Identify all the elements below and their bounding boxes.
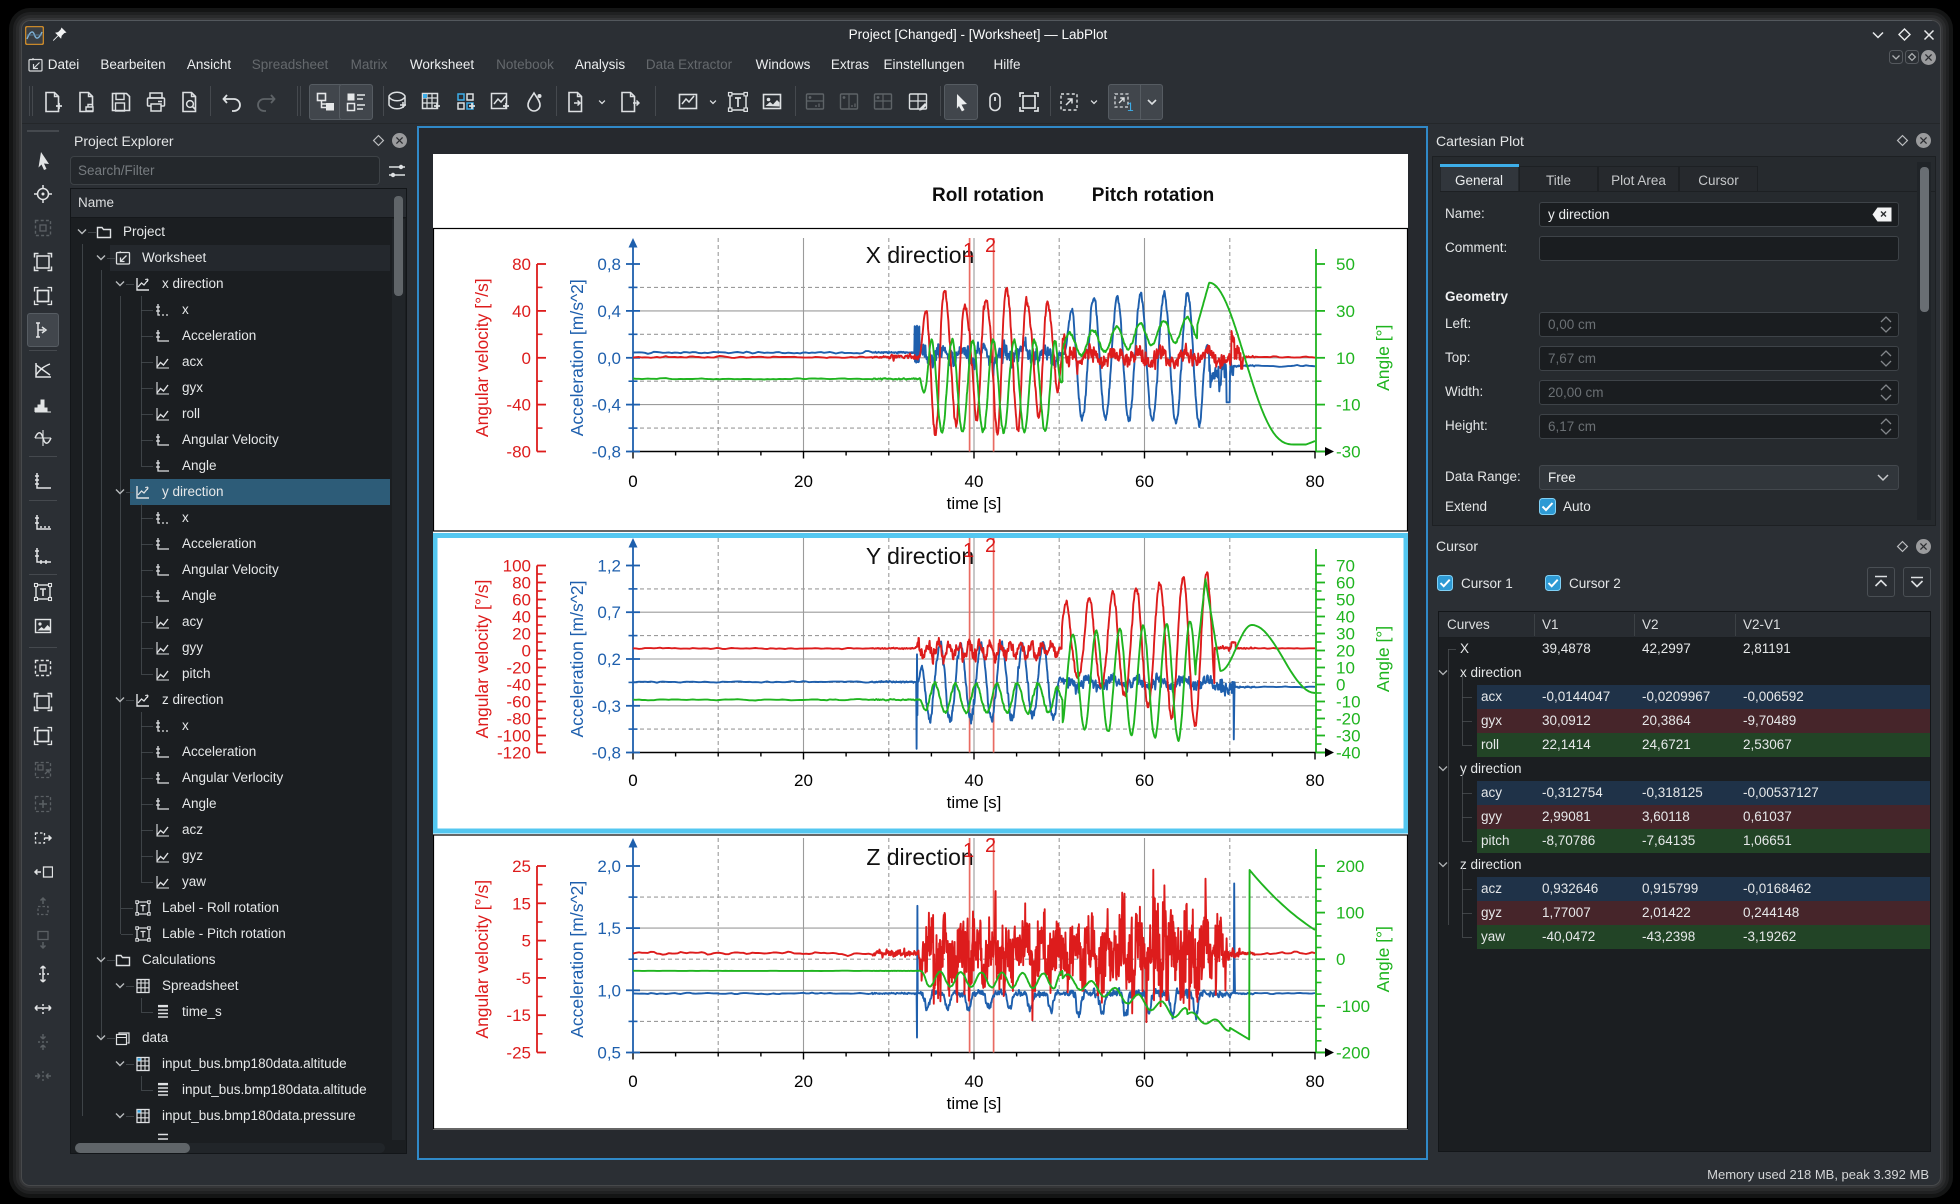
svg-text:60: 60 (1135, 771, 1154, 790)
svg-text:0,8: 0,8 (597, 255, 621, 274)
svg-text:0: 0 (628, 1072, 637, 1091)
svg-text:0: 0 (628, 771, 637, 790)
svg-text:0,7: 0,7 (597, 603, 621, 622)
svg-text:-80: -80 (506, 710, 531, 729)
svg-text:time [s]: time [s] (947, 1094, 1002, 1113)
svg-text:100: 100 (503, 557, 531, 576)
svg-text:-40: -40 (506, 396, 531, 415)
svg-text:-100: -100 (497, 727, 531, 746)
svg-text:25: 25 (512, 857, 531, 876)
svg-text:X direction: X direction (866, 242, 975, 268)
svg-text:Angle [°]: Angle [°] (1373, 626, 1393, 692)
svg-text:-0,8: -0,8 (592, 443, 621, 462)
svg-text:-25: -25 (506, 1044, 531, 1063)
svg-text:-20: -20 (506, 659, 531, 678)
svg-text:0: 0 (1336, 676, 1345, 695)
svg-text:80: 80 (1306, 1072, 1325, 1091)
svg-text:0,5: 0,5 (597, 1044, 621, 1063)
svg-text:60: 60 (512, 591, 531, 610)
svg-text:40: 40 (965, 771, 984, 790)
svg-text:-200: -200 (1336, 1043, 1370, 1062)
svg-text:80: 80 (512, 255, 531, 274)
svg-text:1: 1 (1127, 100, 1134, 113)
svg-text:30: 30 (1336, 625, 1355, 644)
svg-text:40: 40 (965, 472, 984, 491)
svg-text:0: 0 (1336, 950, 1345, 969)
svg-text:40: 40 (965, 1072, 984, 1091)
svg-text:-100: -100 (1336, 997, 1370, 1016)
svg-text:80: 80 (1306, 771, 1325, 790)
svg-text:20: 20 (512, 625, 531, 644)
svg-text:0: 0 (522, 349, 531, 368)
svg-text:80: 80 (1306, 472, 1325, 491)
svg-text:10: 10 (1336, 659, 1355, 678)
svg-text:1: 1 (963, 240, 974, 262)
svg-text:-0,8: -0,8 (592, 744, 621, 763)
svg-text:Y direction: Y direction (866, 543, 974, 569)
svg-text:Pitch rotation: Pitch rotation (1092, 185, 1214, 206)
svg-text:20: 20 (794, 771, 813, 790)
svg-text:60: 60 (1135, 1072, 1154, 1091)
svg-text:10: 10 (1336, 349, 1355, 368)
svg-text:40: 40 (512, 302, 531, 321)
svg-text:Angle [°]: Angle [°] (1373, 926, 1393, 992)
svg-text:1: 1 (963, 540, 974, 562)
svg-text:1: 1 (963, 840, 974, 862)
svg-text:-40: -40 (506, 676, 531, 695)
svg-text:-5: -5 (516, 969, 531, 988)
svg-text:0,2: 0,2 (597, 650, 621, 669)
svg-text:-60: -60 (506, 693, 531, 712)
svg-text:Acceleration [m/s^2]: Acceleration [m/s^2] (567, 279, 587, 436)
svg-text:Angular velocity [°/s]: Angular velocity [°/s] (472, 880, 492, 1039)
svg-text:2: 2 (985, 535, 996, 557)
svg-text:20: 20 (1336, 642, 1355, 661)
svg-text:40: 40 (512, 608, 531, 627)
svg-text:2,0: 2,0 (597, 857, 621, 876)
svg-text:40: 40 (1336, 608, 1355, 627)
svg-text:-20: -20 (1336, 710, 1361, 729)
svg-text:1,0: 1,0 (597, 981, 621, 1000)
svg-text:Z direction: Z direction (866, 844, 973, 870)
svg-text:200: 200 (1336, 857, 1364, 876)
svg-text:60: 60 (1135, 472, 1154, 491)
svg-text:-80: -80 (506, 443, 531, 462)
svg-text:-30: -30 (1336, 443, 1361, 462)
svg-text:-10: -10 (1336, 693, 1361, 712)
svg-text:Roll rotation: Roll rotation (932, 185, 1044, 206)
svg-text:2: 2 (985, 235, 996, 257)
svg-text:100: 100 (1336, 904, 1364, 923)
svg-text:Acceleration [m/s^2]: Acceleration [m/s^2] (567, 881, 587, 1038)
svg-text:80: 80 (512, 574, 531, 593)
svg-text:2: 2 (985, 835, 996, 857)
svg-text:Angular velocity [°/s]: Angular velocity [°/s] (472, 580, 492, 739)
svg-text:1,5: 1,5 (597, 919, 621, 938)
svg-text:Acceleration [m/s^2]: Acceleration [m/s^2] (567, 580, 587, 737)
svg-text:20: 20 (794, 472, 813, 491)
svg-text:-0,3: -0,3 (592, 697, 621, 716)
svg-text:-15: -15 (506, 1006, 531, 1025)
svg-text:0,4: 0,4 (597, 302, 621, 321)
svg-text:time [s]: time [s] (947, 793, 1002, 812)
svg-text:20: 20 (794, 1072, 813, 1091)
svg-text:1,2: 1,2 (597, 557, 621, 576)
svg-text:60: 60 (1336, 574, 1355, 593)
svg-text:50: 50 (1336, 255, 1355, 274)
svg-text:time [s]: time [s] (947, 494, 1002, 513)
svg-text:-40: -40 (1336, 744, 1361, 763)
svg-text:-30: -30 (1336, 727, 1361, 746)
svg-text:-120: -120 (497, 744, 531, 763)
svg-text:Angle [°]: Angle [°] (1373, 325, 1393, 391)
svg-text:0,0: 0,0 (597, 349, 621, 368)
svg-text:-0,4: -0,4 (592, 396, 621, 415)
svg-text:Angular velocity [°/s]: Angular velocity [°/s] (472, 278, 492, 437)
svg-text:-10: -10 (1336, 396, 1361, 415)
svg-text:5: 5 (522, 932, 531, 951)
svg-text:0: 0 (522, 642, 531, 661)
svg-text:15: 15 (512, 894, 531, 913)
svg-text:70: 70 (1336, 557, 1355, 576)
svg-text:30: 30 (1336, 302, 1355, 321)
svg-text:50: 50 (1336, 591, 1355, 610)
svg-text:0: 0 (628, 472, 637, 491)
